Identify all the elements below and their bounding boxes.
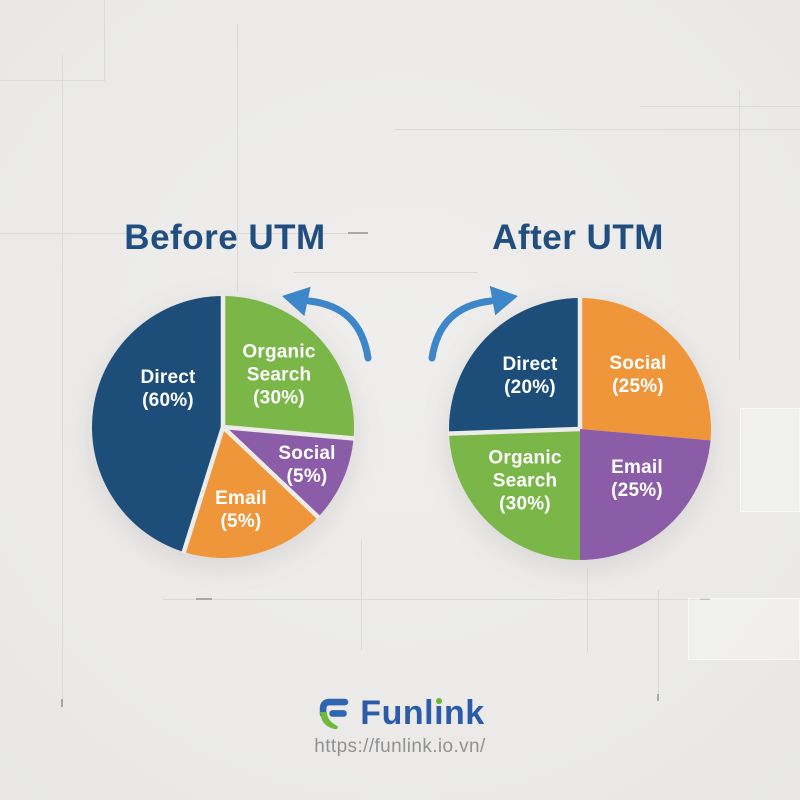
bg-grid-panel [740,408,800,512]
bg-grid-tick [61,699,63,707]
wordmark-i: ı [434,694,445,732]
pie-slice-social [223,427,354,517]
bg-grid-line [62,55,63,707]
slice-separator [222,424,355,441]
pie-slice-label: Direct (60%) [140,367,196,411]
bg-grid-line [361,540,362,650]
pie-slice-label: Email (25%) [611,457,663,501]
pie-slice-label: Direct (20%) [502,354,558,398]
wordmark-pre: Funl [360,694,435,732]
bg-grid-tick [196,598,212,600]
bg-grid-line [104,0,105,81]
wordmark-post: nk [444,694,485,732]
bg-grid-line [163,599,710,600]
green-i-dot-icon [436,698,443,704]
bg-grid-panel [688,598,800,660]
pie-slice-label: Organic Search (30%) [242,342,315,409]
after-utm-title: After UTM [492,218,664,257]
pie-slice-direct [91,296,223,552]
pie-slice-email [580,429,711,560]
slice-separator [448,426,581,436]
pie-slice-direct [449,298,580,434]
bg-grid-tick [700,598,710,600]
pie-slice-label: Email (5%) [215,488,267,532]
bg-grid-line [395,129,800,130]
pie-slice-label: Social (25%) [609,353,666,397]
arrow-left-icon [282,286,372,362]
bg-grid-line [294,272,478,273]
site-url: https://funlink.io.vn/ [314,736,486,757]
pie-slice-organic-search [449,429,580,560]
pie-slice-email [183,427,319,559]
footer: Funlı nk https://funlink.io.vn/ [0,694,800,758]
bg-grid-tick [657,694,659,701]
bg-grid-line [0,233,368,234]
pie-slice-social [580,298,711,441]
pie-slice-label: Social (5%) [278,443,335,487]
funlink-logo-icon [320,698,349,730]
arrow-right-icon [428,286,518,362]
brand-row: Funlı nk [315,694,484,732]
bg-grid-line [237,24,238,292]
bg-grid-line [587,568,588,652]
funlink-wordmark: Funlı nk [360,696,484,730]
bg-grid-line [658,590,659,700]
bg-grid-line [640,106,800,107]
pie-slice-label: Organic Search (30%) [488,448,561,515]
slice-separator [181,426,226,554]
bg-grid-line [739,90,740,360]
before-utm-pie-chart: Organic Search (30%) Social (5%)Email (5%) Dir… [91,295,355,559]
bg-grid-line [0,80,104,81]
bg-grid-tick [348,232,368,234]
slice-separator [221,425,321,520]
pie-slice-organic-search [223,296,354,439]
after-utm-pie-chart: Social (25%) Email (25%) Organic Search (30%) D… [448,297,711,560]
before-utm-title: Before UTM [124,218,326,257]
